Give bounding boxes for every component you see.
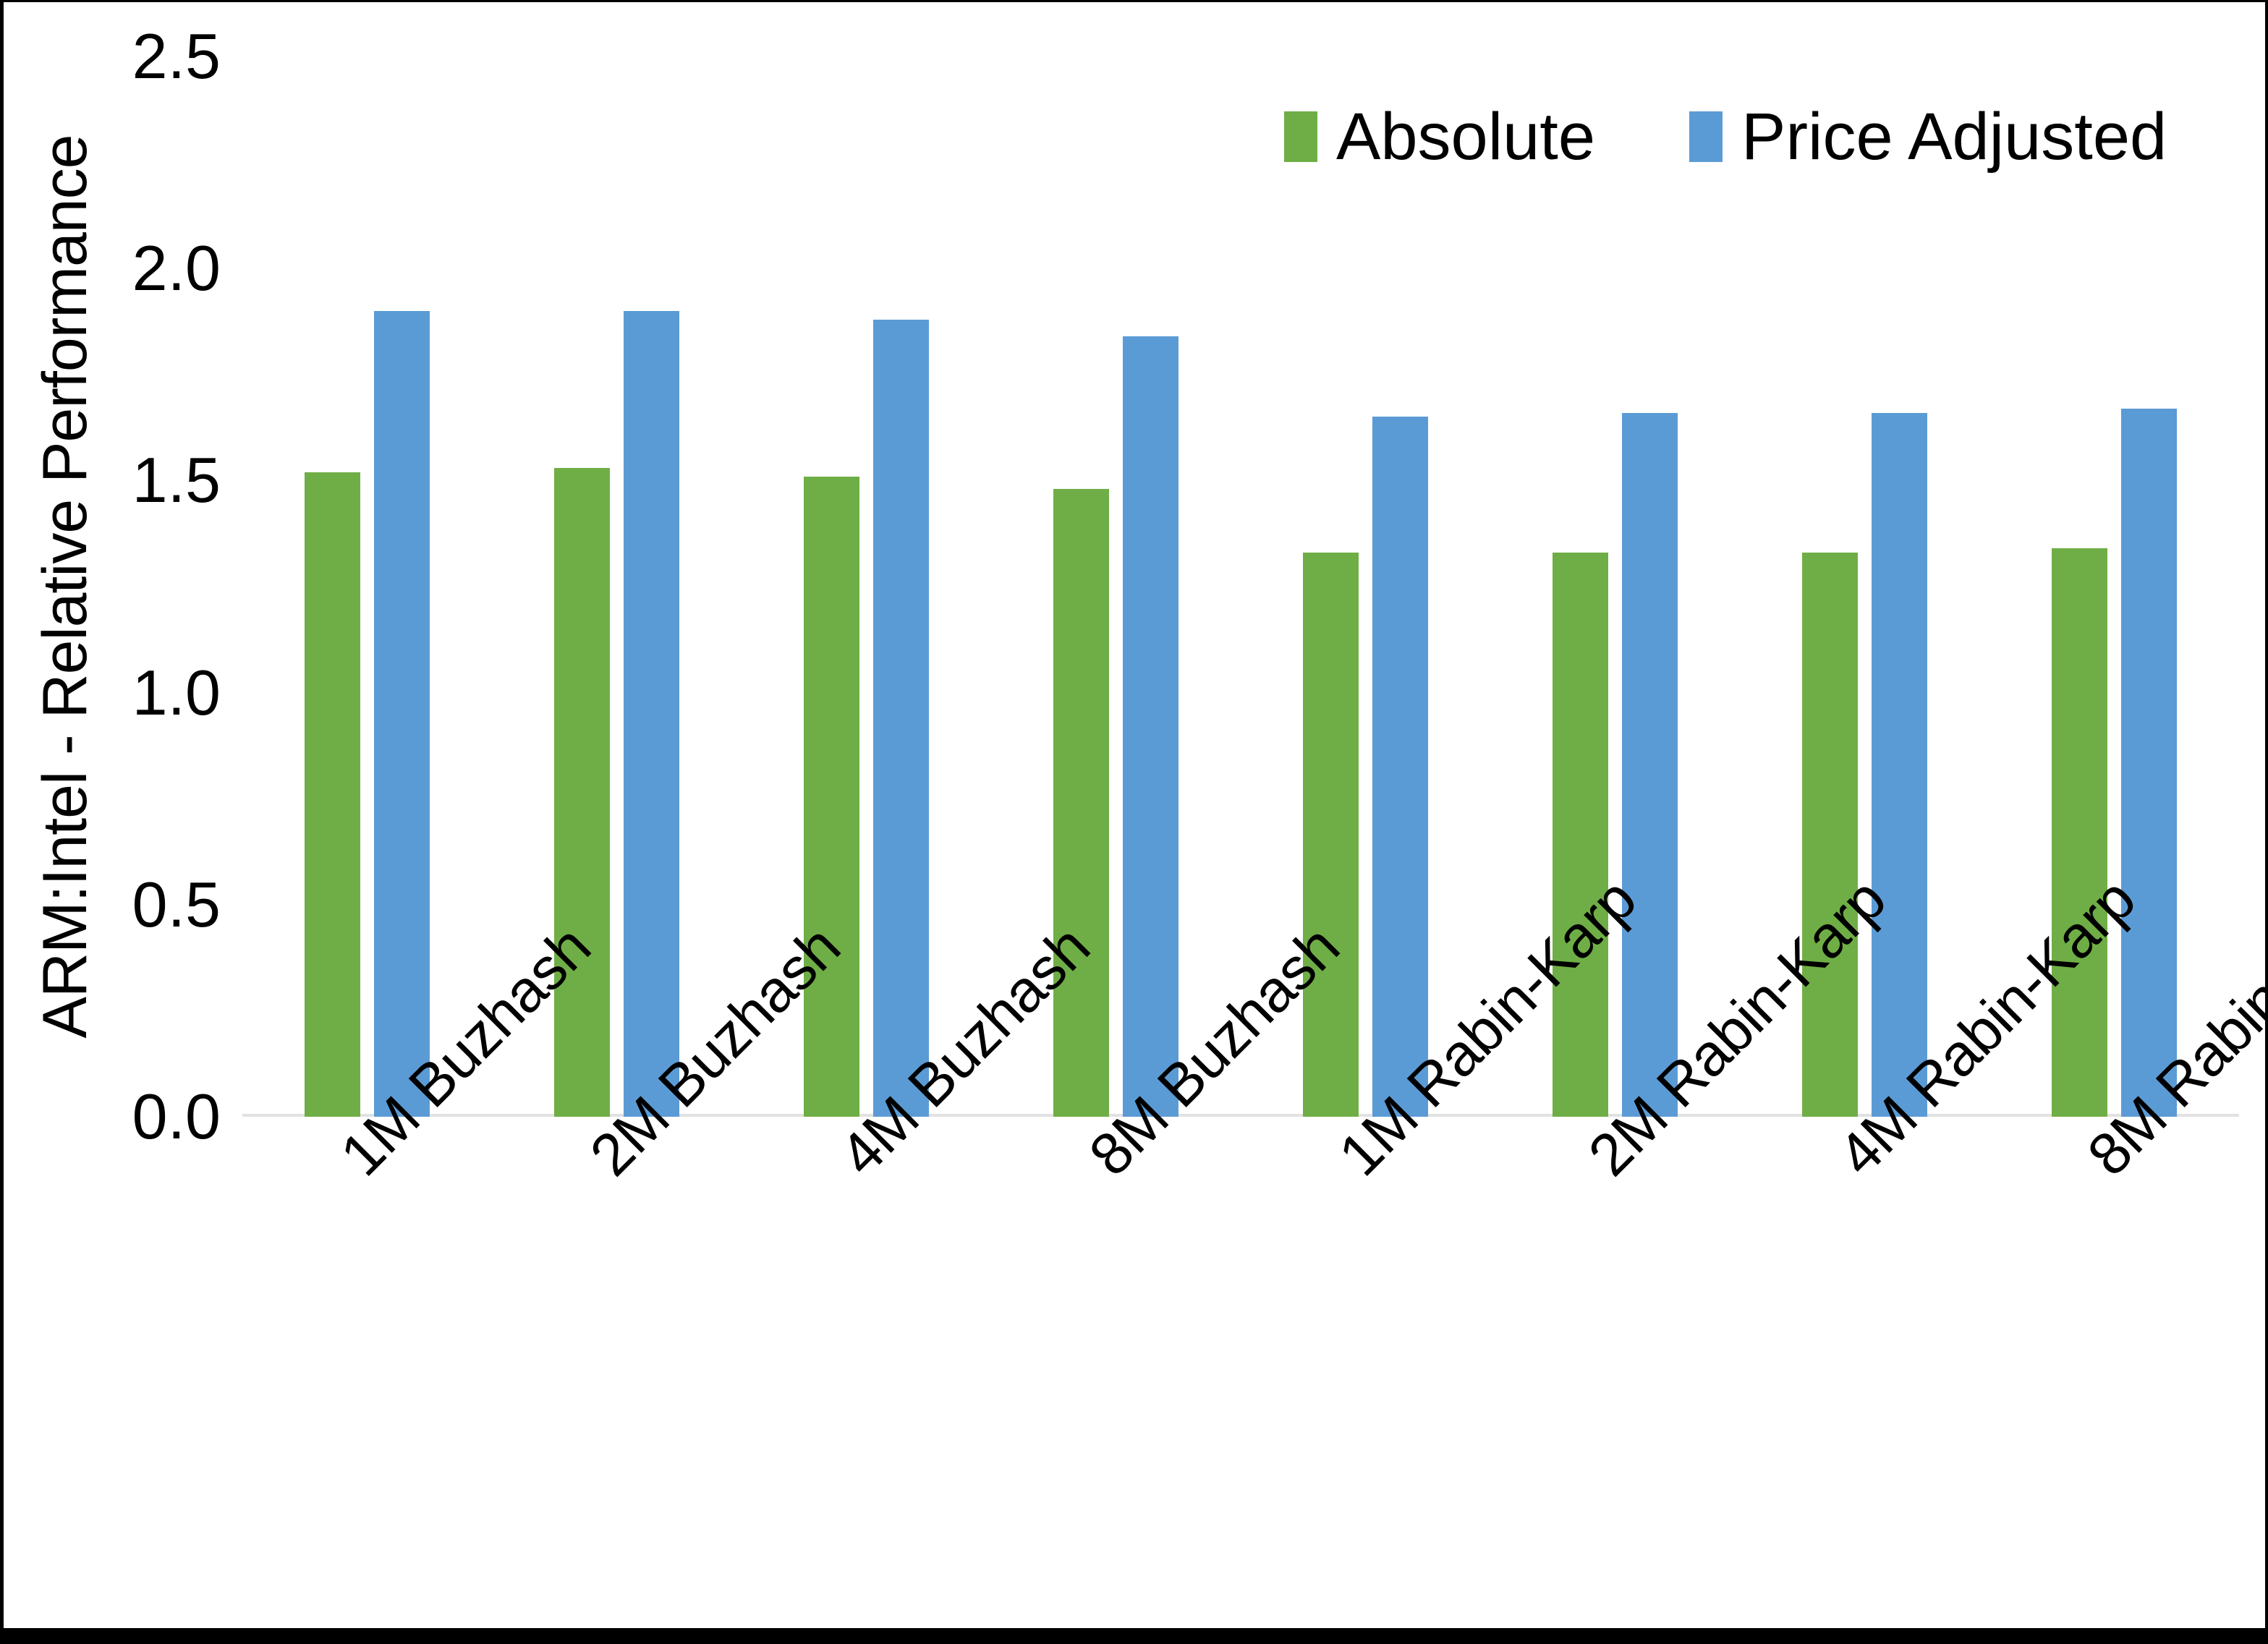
- bar-price-adjusted[interactable]: [1872, 412, 1927, 1117]
- bar-absolute[interactable]: [804, 476, 859, 1117]
- bar-absolute[interactable]: [1053, 489, 1109, 1117]
- bar-absolute[interactable]: [2052, 548, 2107, 1117]
- bar-price-adjusted[interactable]: [1372, 417, 1428, 1117]
- y-axis-tick-label: 2.0: [132, 232, 221, 304]
- legend-swatch-icon-absolute: [1284, 111, 1317, 162]
- plot-area: [242, 56, 2239, 1117]
- legend-label-absolute: Absolute: [1336, 100, 1596, 174]
- bar-price-adjusted[interactable]: [873, 319, 929, 1117]
- legend-label-price-adjusted: Price Adjusted: [1741, 100, 2167, 174]
- legend-item-absolute[interactable]: Absolute: [1284, 103, 1595, 170]
- y-axis-tick-label: 0.0: [132, 1081, 221, 1152]
- legend-swatch-icon-price-adjusted: [1689, 111, 1723, 162]
- bar-price-adjusted[interactable]: [1622, 412, 1678, 1117]
- y-axis-tick-label: 2.5: [132, 20, 221, 92]
- bar-price-adjusted[interactable]: [1123, 336, 1178, 1117]
- bar-absolute[interactable]: [1553, 553, 1608, 1117]
- bar-absolute[interactable]: [1303, 553, 1359, 1117]
- bar-price-adjusted[interactable]: [624, 310, 679, 1117]
- y-axis-tick-label: 1.5: [132, 444, 221, 516]
- axis-baseline: [242, 1114, 2239, 1117]
- bar-absolute[interactable]: [554, 467, 610, 1117]
- legend-item-price-adjusted[interactable]: Price Adjusted: [1689, 103, 2167, 170]
- bar-price-adjusted[interactable]: [2121, 408, 2177, 1117]
- y-axis-title: ARM:Intel - Relative Performance: [30, 135, 100, 1039]
- bar-price-adjusted[interactable]: [374, 310, 430, 1117]
- bar-absolute[interactable]: [1802, 553, 1858, 1117]
- y-axis-tick-label: 0.5: [132, 868, 221, 940]
- legend: Absolute Price Adjusted: [1284, 103, 2167, 170]
- y-axis-tick-label: 1.0: [132, 656, 221, 728]
- bar-absolute[interactable]: [305, 472, 360, 1117]
